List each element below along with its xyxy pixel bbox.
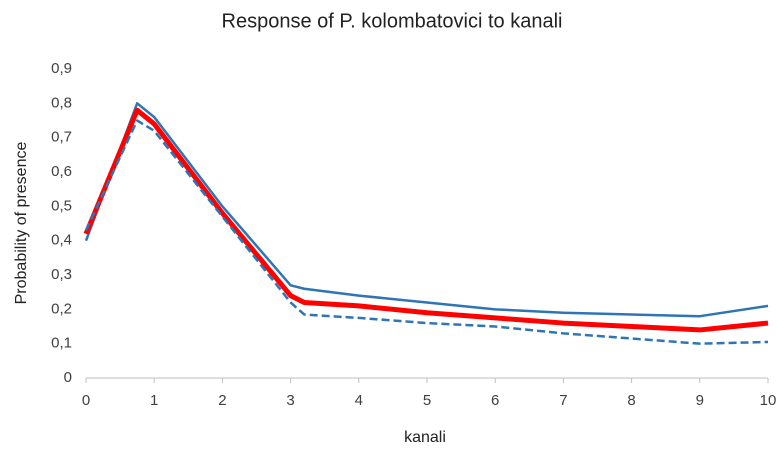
y-tick-label: 0,1 — [51, 335, 72, 352]
x-axis-title: kanali — [404, 429, 446, 446]
y-tick-label: 0,6 — [51, 163, 72, 180]
y-tick-label: 0,5 — [51, 197, 72, 214]
x-tick-label: 0 — [82, 392, 90, 409]
x-tick-label: 8 — [627, 392, 635, 409]
y-tick-label: 0,4 — [51, 232, 72, 249]
x-tick-label: 6 — [491, 392, 499, 409]
x-tick-label: 9 — [696, 392, 704, 409]
y-tick-label: 0,8 — [51, 94, 72, 111]
x-tick-label: 7 — [559, 392, 567, 409]
chart-title: Response of P. kolombatovici to kanali — [222, 10, 563, 32]
x-tick-label: 3 — [286, 392, 294, 409]
line-series — [84, 102, 769, 318]
x-tick-label: 5 — [423, 392, 431, 409]
x-tick-label: 1 — [150, 392, 158, 409]
y-axis-title: Probability of presence — [13, 142, 30, 305]
x-tick-label: 4 — [355, 392, 363, 409]
y-tick-label: 0,9 — [51, 60, 72, 77]
y-tick-label: 0 — [64, 369, 72, 386]
line-series — [83, 107, 769, 333]
x-tick-label: 10 — [760, 392, 777, 409]
y-tick-label: 0,2 — [51, 300, 72, 317]
y-tick-label: 0,3 — [51, 266, 72, 283]
line-series — [84, 119, 769, 345]
x-tick-label: 2 — [218, 392, 226, 409]
y-tick-label: 0,7 — [51, 129, 72, 146]
